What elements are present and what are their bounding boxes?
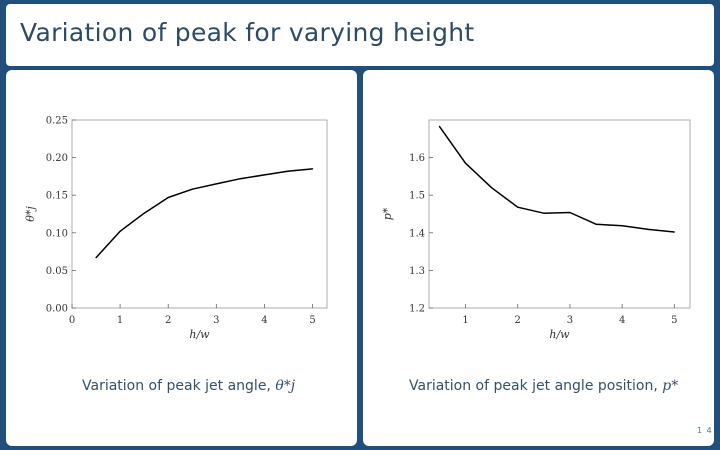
plot-frame	[71, 119, 328, 309]
data-point	[263, 174, 266, 176]
left-caption: Variation of peak jet angle, θ*j	[82, 378, 295, 394]
x-axis-label: h/w	[549, 328, 570, 341]
data-point	[119, 230, 121, 232]
data-point	[287, 170, 290, 172]
data-point	[311, 168, 314, 170]
plot-frame	[428, 119, 691, 309]
data-point	[673, 231, 675, 233]
data-point	[543, 212, 545, 214]
data-point	[191, 188, 193, 190]
x-tick-label: 2	[165, 315, 171, 326]
left-caption-text: Variation of peak jet angle,	[82, 378, 276, 394]
x-tick-label: 5	[309, 315, 315, 326]
x-tick-label: 4	[261, 315, 267, 326]
data-point	[491, 187, 493, 189]
x-tick-label: 3	[213, 315, 219, 326]
y-tick-label: 1.4	[409, 228, 425, 239]
y-tick-label: 1.3	[409, 266, 425, 277]
y-tick-label: 1.6	[409, 153, 425, 164]
data-point	[517, 206, 519, 208]
y-tick-label: 0.00	[46, 304, 68, 315]
y-axis-label: θ*j	[24, 206, 37, 222]
series-line	[438, 125, 675, 233]
data-point	[239, 178, 241, 180]
y-tick-label: 0.20	[46, 153, 68, 164]
data-point	[143, 212, 145, 214]
right-caption-math: p*	[662, 378, 679, 394]
x-tick-label: 1	[117, 315, 123, 326]
y-tick-label: 1.2	[409, 304, 425, 315]
left-chart-panel: 0 1 2 3 4 5 0.00 0.05 0.10 0.15 0.20 0.25 h/w θ*j Var…	[6, 70, 357, 446]
y-tick-label: 1.5	[409, 191, 425, 202]
y-tick-label: 0.10	[46, 228, 68, 239]
left-caption-math: θ*j	[275, 378, 296, 394]
peak-jet-angle-position-chart: 1 2 3 4 5 1.2 1.3 1.4 1.5 1.6 h/w p*	[381, 119, 691, 341]
title-bar: Variation of peak for varying height	[6, 4, 714, 66]
y-tick-label: 0.05	[46, 266, 68, 277]
right-caption-text: Variation of peak jet angle position,	[409, 378, 663, 394]
y-axis-label: p*	[381, 207, 394, 220]
slide-title: Variation of peak for varying height	[20, 18, 475, 47]
right-caption: Variation of peak jet angle position, p*	[409, 378, 678, 394]
y-tick-label: 0.15	[46, 191, 68, 202]
data-point	[621, 225, 623, 227]
x-tick-label: 5	[671, 315, 677, 326]
page-number: 1 4	[697, 426, 713, 435]
data-point	[95, 257, 97, 259]
x-tick-label: 0	[69, 315, 75, 326]
data-point	[438, 125, 441, 127]
data-point	[595, 223, 597, 225]
x-axis-label: h/w	[189, 328, 210, 341]
x-tick-label: 4	[619, 315, 625, 326]
right-chart-panel: 1 2 3 4 5 1.2 1.3 1.4 1.5 1.6 h/w p* Variation of p…	[363, 70, 714, 446]
data-point	[647, 228, 649, 231]
data-point	[569, 211, 571, 214]
data-point	[464, 162, 467, 164]
data-point	[167, 196, 169, 199]
x-tick-label: 1	[462, 315, 468, 326]
y-tick-label: 0.25	[46, 116, 68, 127]
x-tick-label: 2	[515, 315, 521, 326]
x-tick-label: 3	[567, 315, 573, 326]
data-point	[215, 183, 217, 185]
peak-jet-angle-chart: 0 1 2 3 4 5 0.00 0.05 0.10 0.15 0.20 0.25 h/w θ*j	[24, 116, 328, 341]
series-line	[95, 168, 313, 259]
